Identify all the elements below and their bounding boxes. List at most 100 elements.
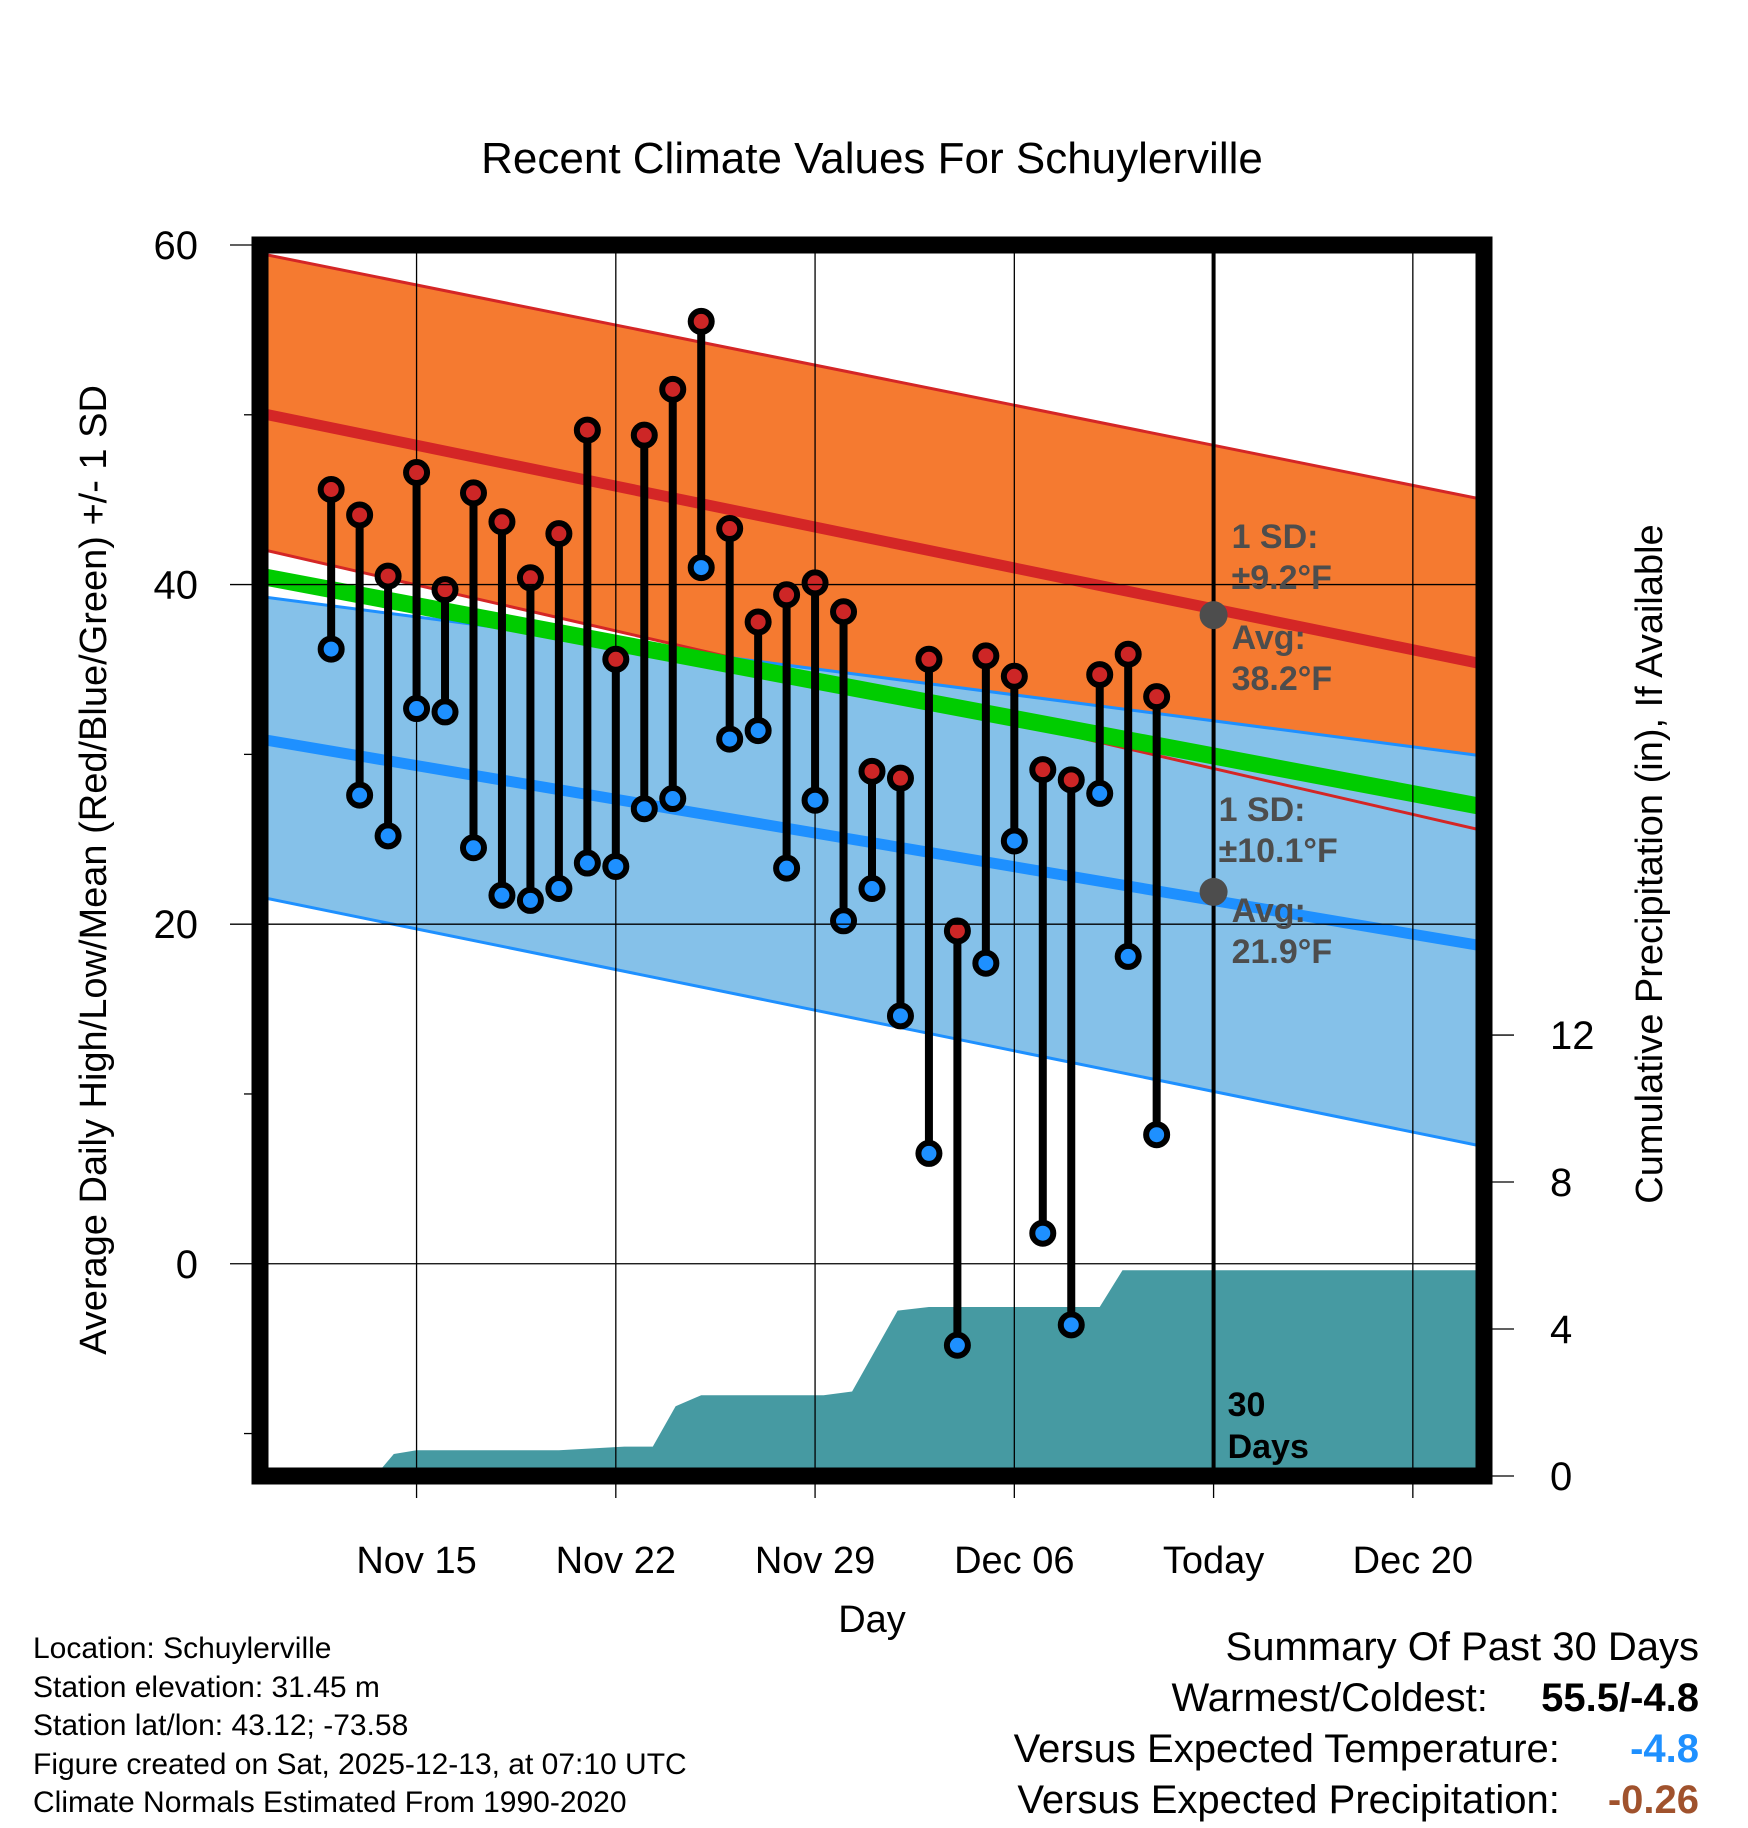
summary-panel: Summary Of Past 30 Days Warmest/Coldest:… [799, 1622, 1699, 1826]
low-marker [545, 875, 573, 903]
low-marker [972, 949, 1000, 977]
high-avg-label: Avg: [1232, 619, 1306, 657]
low-marker [1086, 779, 1114, 807]
high-marker [943, 917, 971, 945]
low-marker [374, 822, 402, 850]
high-marker [801, 569, 829, 597]
warmest-label: Warmest/Coldest: [1171, 1676, 1488, 1720]
y-tick-label: 20 [154, 903, 199, 947]
temp-value: -4.8 [1630, 1727, 1699, 1771]
temp-label: Versus Expected Temperature: [1013, 1727, 1560, 1771]
low-marker [573, 849, 601, 877]
summary-precip-row: Versus Expected Precipitation: -0.26 [799, 1775, 1699, 1826]
summary-temp-row: Versus Expected Temperature: -4.8 [799, 1724, 1699, 1775]
high-marker [602, 645, 630, 673]
high-marker [858, 757, 886, 785]
low-marker [943, 1331, 971, 1359]
high-sd-label: 1 SD: [1232, 518, 1319, 556]
plot-frame [251, 236, 1493, 1485]
low-marker [459, 834, 487, 862]
high-marker [573, 416, 601, 444]
high-marker [630, 421, 658, 449]
high-marker [1143, 683, 1171, 711]
location-text: Location: Schuylerville [33, 1632, 332, 1665]
high-avg-dot [1199, 601, 1228, 630]
elevation-text: Station elevation: 31.45 m [33, 1670, 380, 1704]
low-marker [830, 907, 858, 935]
x-tick-label: Nov 29 [755, 1540, 875, 1582]
low-avg-label: Avg: [1232, 892, 1306, 930]
summary-title: Summary Of Past 30 Days [1225, 1625, 1699, 1669]
high-sd-value: ±9.2°F [1232, 559, 1332, 597]
high-marker [1057, 766, 1085, 794]
y-tick-label: 0 [176, 1243, 198, 1287]
y-tick-label: 40 [154, 564, 199, 608]
high-marker [659, 375, 687, 403]
high-marker [744, 608, 772, 636]
low-marker [1143, 1121, 1171, 1149]
x-tick-label: Nov 22 [556, 1540, 676, 1582]
low-marker [1057, 1311, 1085, 1339]
x-tick-label: Dec 06 [954, 1540, 1074, 1582]
high-marker [1086, 661, 1114, 689]
normal-mean-line [260, 567, 1484, 816]
created-text: Figure created on Sat, 2025-12-13, at 07… [33, 1747, 687, 1781]
low-marker [516, 886, 544, 914]
low-marker [801, 786, 829, 814]
low-marker [346, 781, 374, 809]
x-tick-label: Nov 15 [356, 1540, 476, 1582]
low-marker [602, 852, 630, 880]
high-marker [830, 598, 858, 626]
high-marker [374, 562, 402, 590]
normals-text: Climate Normals Estimated From 1990-2020 [33, 1786, 627, 1820]
low-marker [1114, 942, 1142, 970]
y2-tick-label: 4 [1550, 1308, 1572, 1352]
x-axis-label: Day [838, 1599, 906, 1641]
low-avg-dot [1199, 877, 1228, 906]
warmest-value: 55.5/-4.8 [1541, 1676, 1699, 1720]
days-label-2: Days [1228, 1428, 1309, 1466]
y2-tick-label: 12 [1550, 1014, 1595, 1058]
high-marker [716, 515, 744, 543]
precip-area [260, 1270, 1484, 1476]
y2-axis-label: Cumulative Precipitation (in), If Availa… [1629, 524, 1671, 1203]
high-marker [516, 564, 544, 592]
high-marker [488, 508, 516, 536]
low-marker [773, 854, 801, 882]
high-marker [773, 581, 801, 609]
low-marker [488, 881, 516, 909]
precip-value: -0.26 [1607, 1778, 1699, 1822]
x-tick-label: Today [1163, 1540, 1264, 1582]
days-label-1: 30 [1228, 1386, 1266, 1424]
low-marker [431, 698, 459, 726]
station-info: Location: Schuylerville Station elevatio… [33, 1630, 687, 1823]
low-marker [744, 717, 772, 745]
high-marker [431, 576, 459, 604]
high-upper-edge [260, 252, 1484, 502]
high-avg-value: 38.2°F [1232, 660, 1333, 698]
y-axis-label: Average Daily High/Low/Mean (Red/Blue/Gr… [73, 385, 115, 1355]
low-sd-value: ±10.1°F [1219, 832, 1338, 870]
high-marker [886, 764, 914, 792]
high-marker [1114, 640, 1142, 668]
low-marker [687, 554, 715, 582]
high-marker [687, 307, 715, 335]
high-marker [459, 479, 487, 507]
summary-warmest-row: Warmest/Coldest: 55.5/-4.8 [799, 1673, 1700, 1724]
high-marker [346, 501, 374, 529]
low-marker [716, 725, 744, 753]
normal-high-line [260, 407, 1484, 670]
high-marker [1000, 662, 1028, 690]
low-marker [659, 785, 687, 813]
low-sd-label: 1 SD: [1219, 791, 1306, 829]
low-marker [1000, 827, 1028, 855]
high-marker [317, 476, 345, 504]
x-tick-label: Dec 20 [1353, 1540, 1473, 1582]
chart-title: Recent Climate Values For Schuylerville [481, 134, 1263, 183]
high-marker [1029, 756, 1057, 784]
low-marker [858, 875, 886, 903]
high-marker [915, 645, 943, 673]
y2-tick-label: 8 [1550, 1161, 1572, 1205]
high-marker [545, 520, 573, 548]
